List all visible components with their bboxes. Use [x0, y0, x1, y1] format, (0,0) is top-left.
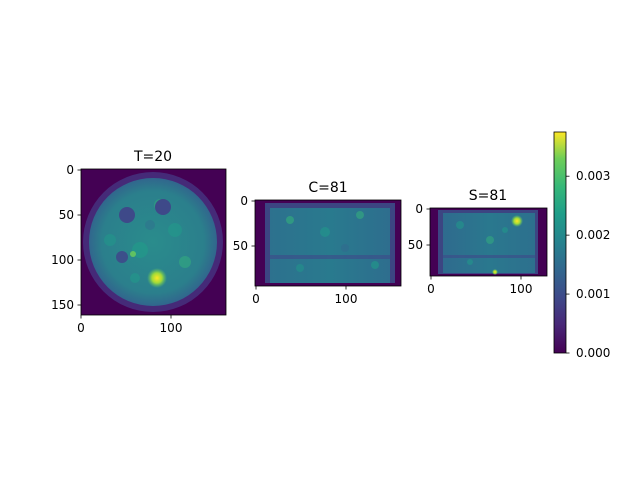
y-tick-label: 150 [51, 298, 74, 312]
image-hotspot [511, 215, 523, 227]
y-tick-label: 0 [240, 194, 248, 208]
x-axis: 0 100 [252, 286, 357, 306]
x-tick-label: 100 [510, 282, 533, 296]
panel-title: C=81 [308, 180, 347, 196]
y-tick-label: 0 [415, 202, 423, 216]
image-texture [456, 221, 508, 265]
x-tick-label: 0 [427, 282, 435, 296]
image-cavities [116, 199, 171, 263]
y-tick-label: 0 [66, 163, 74, 177]
x-axis: 0 100 [77, 315, 182, 335]
colorbar-tick-label: 0.000 [576, 346, 610, 360]
x-tick-label: 0 [77, 321, 85, 335]
image-hotspot [492, 269, 498, 275]
image-band [270, 255, 390, 259]
colorbar-tick-label: 0.003 [576, 169, 610, 183]
y-tick-label: 50 [59, 208, 74, 222]
panel-sagittal: S=81 0 50 0 100 [408, 188, 548, 296]
colorbar-gradient [554, 132, 566, 353]
colorbar: 0.000 0.001 0.002 0.003 [553, 131, 610, 360]
x-tick-label: 100 [160, 321, 183, 335]
y-axis: 0 50 100 150 [51, 163, 81, 312]
colorbar-tick-label: 0.002 [576, 228, 610, 242]
y-tick-label: 50 [233, 239, 248, 253]
panel-title: T=20 [133, 149, 172, 165]
image-hotspot [147, 268, 167, 288]
y-axis: 0 50 [408, 202, 430, 252]
image-band [443, 255, 535, 258]
panel-title: S=81 [469, 188, 507, 204]
axes-frame [80, 168, 227, 316]
x-axis: 0 100 [427, 276, 532, 296]
colorbar-frame [553, 131, 567, 354]
colorbar-tick-label: 0.001 [576, 287, 610, 301]
panel-coronal: C=81 0 50 0 100 [233, 180, 402, 306]
y-tick-label: 100 [51, 253, 74, 267]
panel-transverse: T=20 0 50 100 15 [51, 149, 227, 335]
image-texture [286, 211, 379, 272]
y-axis: 0 50 [233, 194, 255, 253]
x-tick-label: 0 [252, 292, 260, 306]
x-tick-label: 100 [335, 292, 358, 306]
y-tick-label: 50 [408, 238, 423, 252]
axes-frame [254, 199, 402, 287]
axes-frame [429, 207, 548, 277]
